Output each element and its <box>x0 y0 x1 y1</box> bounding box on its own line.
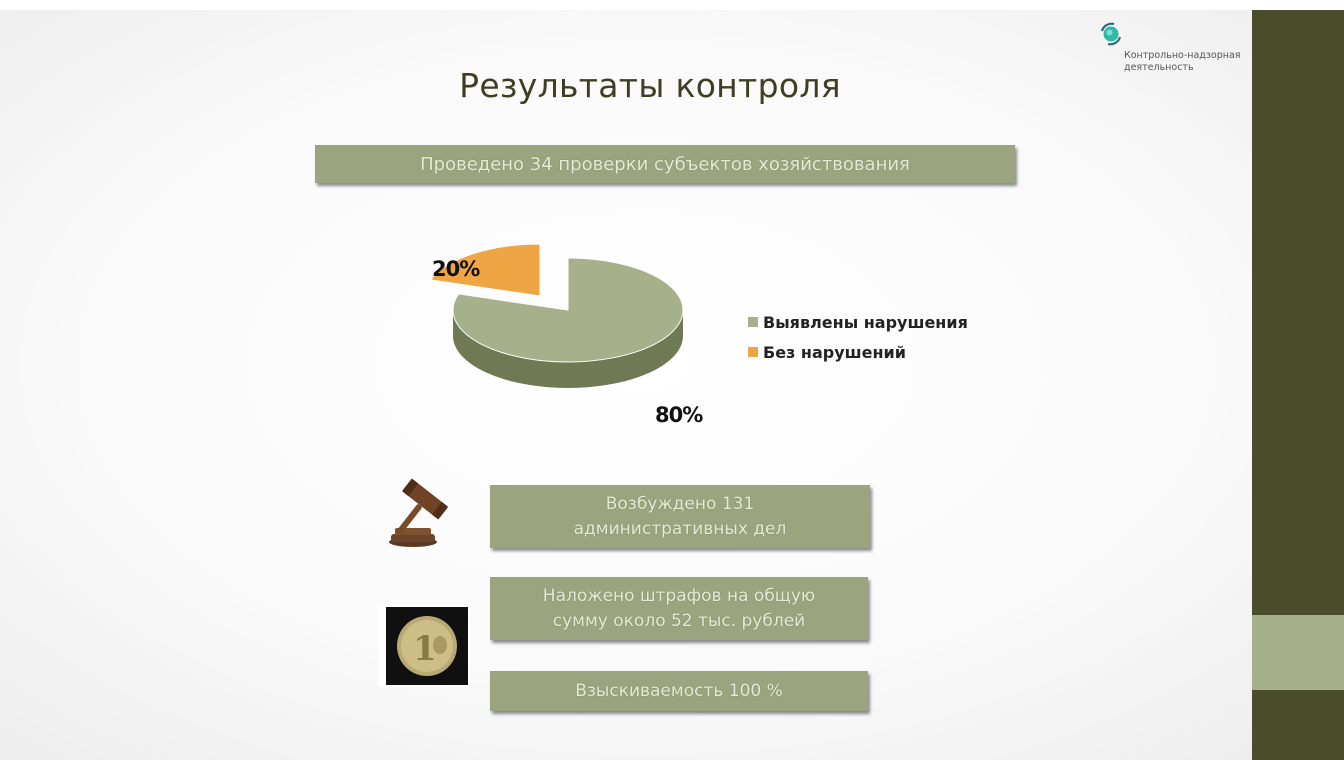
coin-icon: 1 <box>378 605 470 687</box>
fines-banner: Наложено штрафов на общую сумму около 52… <box>490 577 868 640</box>
fines-line1: Наложено штрафов на общую <box>542 585 816 606</box>
inspections-banner: Проведено 34 проверки субъектов хозяйств… <box>315 145 1015 183</box>
gavel-icon <box>385 478 475 550</box>
svg-text:1: 1 <box>413 629 437 669</box>
collection-banner: Взыскиваемость 100 % <box>490 671 868 711</box>
pie-slice-side-0 <box>453 310 683 388</box>
pie-data-label-1: 20% <box>432 257 480 281</box>
pie-data-label-0: 80% <box>655 403 703 427</box>
top-strip <box>0 0 1344 10</box>
logo-icon <box>1097 20 1125 48</box>
logo-text: Контрольно-надзорная деятельность <box>1124 50 1248 74</box>
fines-line2: сумму около 52 тыс. рублей <box>552 610 806 631</box>
logo-text-line1: Контрольно-надзорная <box>1124 50 1241 61</box>
right-side-accent <box>1252 615 1344 690</box>
cases-line2: административных дел <box>573 518 787 539</box>
slide-title: Результаты контроля <box>459 66 841 105</box>
cases-line1: Возбуждено 131 <box>605 493 755 514</box>
pie-slice-0 <box>452 257 684 363</box>
legend-swatch-1 <box>748 347 758 357</box>
legend-label-1: Без нарушений <box>763 343 906 362</box>
cases-banner: Возбуждено 131 административных дел <box>490 485 870 548</box>
legend-swatch-0 <box>748 317 758 327</box>
logo-text-line2: деятельность <box>1124 62 1194 73</box>
legend-label-0: Выявлены нарушения <box>763 313 968 332</box>
pie-chart: 80% 20% Выявлены нарушения Без нарушений <box>380 240 1020 450</box>
pie-slice-1 <box>429 243 541 297</box>
